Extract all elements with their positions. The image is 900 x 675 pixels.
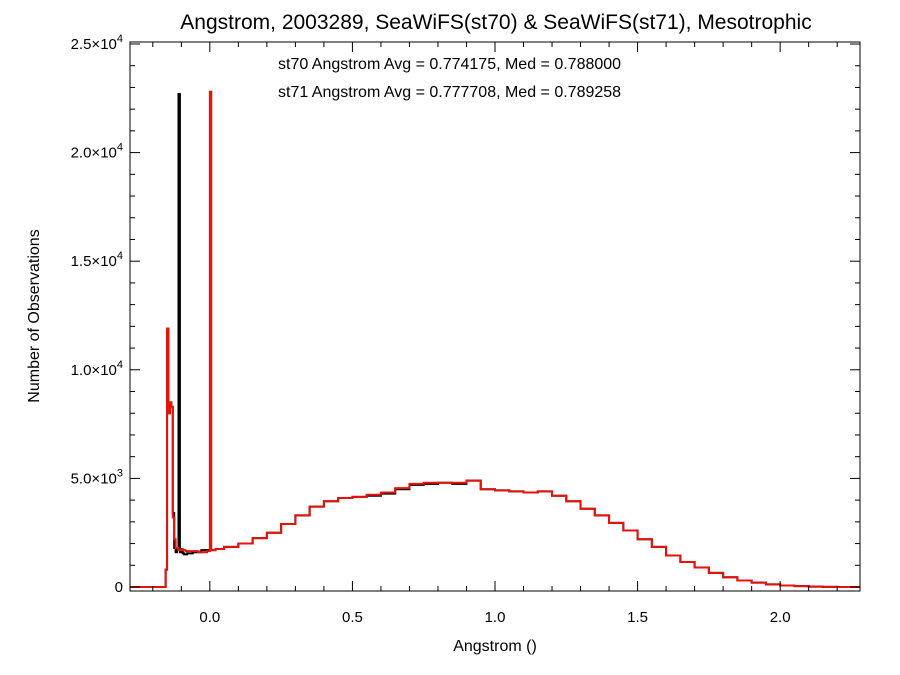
y-tick-label: 2.0×104 — [71, 142, 123, 162]
series-line-1 — [130, 90, 860, 588]
x-axis-label: Angstrom () — [453, 638, 537, 655]
chart-title: Angstrom, 2003289, SeaWiFS(st70) & SeaWi… — [180, 11, 811, 34]
y-axis-label: Number of Observations — [26, 229, 43, 402]
y-tick-label: 5.0×103 — [71, 467, 123, 487]
x-tick-label: 0.0 — [199, 609, 220, 626]
ticks-layer: 0.0 0.5 1.0 1.5 2.0 0 5.0×103 1.0×104 1.5×104 2.0… — [71, 33, 860, 626]
x-tick-label: 1.0 — [485, 609, 506, 626]
stat-annotation-st71: st71 Angstrom Avg = 0.777708, Med = 0.78… — [278, 84, 621, 101]
x-tick-label: 1.5 — [627, 609, 648, 626]
series-layer — [130, 90, 860, 588]
y-tick-label: 0 — [115, 579, 123, 596]
y-tick-label: 1.5×104 — [71, 250, 123, 270]
x-tick-label: 0.5 — [342, 609, 363, 626]
series-line-0 — [130, 92, 860, 588]
x-tick-label: 2.0 — [770, 609, 791, 626]
stat-annotation-st70: st70 Angstrom Avg = 0.774175, Med = 0.78… — [278, 56, 621, 73]
plot-frame — [129, 41, 861, 592]
y-tick-label: 2.5×104 — [71, 33, 123, 53]
y-tick-label: 1.0×104 — [71, 359, 123, 379]
